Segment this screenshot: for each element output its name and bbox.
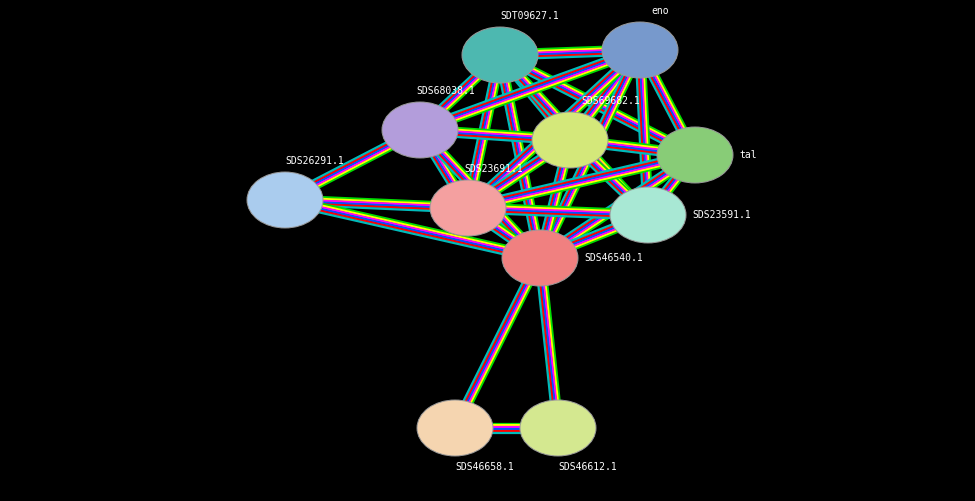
Text: SDS46540.1: SDS46540.1	[584, 253, 643, 263]
Text: SDS69682.1: SDS69682.1	[581, 96, 641, 106]
Text: SDS46612.1: SDS46612.1	[558, 462, 617, 472]
Text: SDS23591.1: SDS23591.1	[692, 210, 751, 220]
Ellipse shape	[657, 127, 733, 183]
Text: SDS46658.1: SDS46658.1	[455, 462, 514, 472]
Text: SDS68038.1: SDS68038.1	[416, 86, 475, 96]
Text: SDS23691.1: SDS23691.1	[464, 164, 523, 174]
Text: SDS26291.1: SDS26291.1	[285, 156, 344, 166]
Ellipse shape	[417, 400, 493, 456]
Ellipse shape	[610, 187, 686, 243]
Ellipse shape	[502, 230, 578, 286]
Ellipse shape	[247, 172, 323, 228]
Text: tal: tal	[739, 150, 757, 160]
Ellipse shape	[382, 102, 458, 158]
Text: eno: eno	[651, 6, 669, 16]
Ellipse shape	[430, 180, 506, 236]
Text: SDT09627.1: SDT09627.1	[500, 11, 559, 21]
Ellipse shape	[520, 400, 596, 456]
Ellipse shape	[462, 27, 538, 83]
Ellipse shape	[532, 112, 608, 168]
Ellipse shape	[602, 22, 678, 78]
